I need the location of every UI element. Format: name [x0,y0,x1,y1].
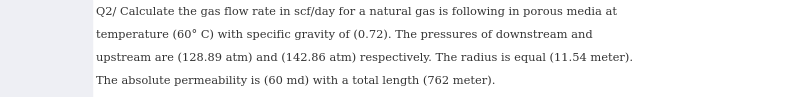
Text: Q2/ Calculate the gas flow rate in scf/day for a natural gas is following in por: Q2/ Calculate the gas flow rate in scf/d… [96,7,617,17]
Bar [0,0,92,97]
Text: The absolute permeability is (60 md) with a total length (762 meter).: The absolute permeability is (60 md) wit… [96,75,495,86]
Text: temperature (60° C) with specific gravity of (0.72). The pressures of downstream: temperature (60° C) with specific gravit… [96,30,593,40]
Text: upstream are (128.89 atm) and (142.86 atm) respectively. The radius is equal (11: upstream are (128.89 atm) and (142.86 at… [96,52,633,63]
